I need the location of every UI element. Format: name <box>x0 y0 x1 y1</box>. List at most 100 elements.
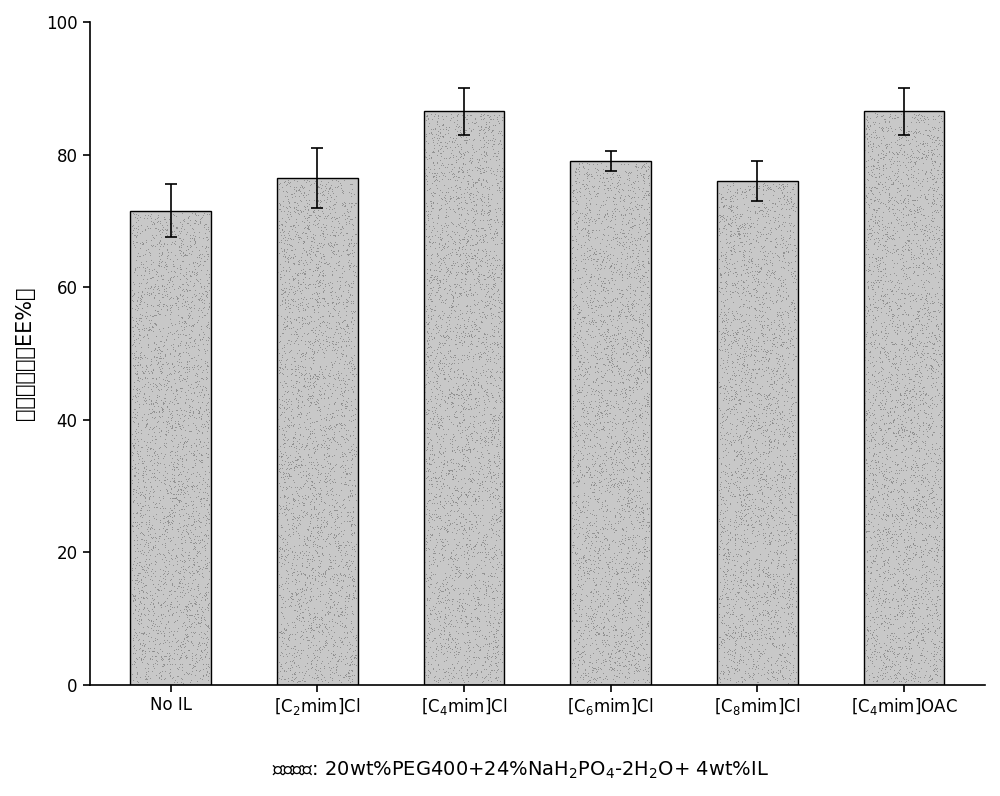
Point <box>630 545 646 558</box>
Point <box>603 521 619 534</box>
Point <box>865 431 881 443</box>
Point <box>140 282 156 295</box>
Point <box>878 509 894 522</box>
Point <box>716 298 732 311</box>
Point <box>439 228 455 241</box>
Point <box>894 505 910 517</box>
Point <box>173 236 189 249</box>
Point <box>134 413 150 426</box>
Point <box>423 197 439 209</box>
Point <box>440 661 456 674</box>
Point <box>736 354 752 367</box>
Point <box>717 333 733 345</box>
Point <box>151 529 167 542</box>
Point <box>165 628 181 641</box>
Point <box>334 267 350 279</box>
Point <box>630 560 646 573</box>
Point <box>459 669 475 681</box>
Point <box>597 284 613 297</box>
Point <box>593 285 609 298</box>
Point <box>567 251 583 263</box>
Point <box>874 433 890 446</box>
Point <box>327 338 343 350</box>
Point <box>140 498 156 511</box>
Point <box>421 581 437 594</box>
Point <box>427 470 443 483</box>
Point <box>297 271 313 283</box>
Point <box>640 447 656 459</box>
Point <box>914 596 930 609</box>
Point <box>750 344 766 357</box>
Point <box>468 465 484 478</box>
Point <box>273 470 289 483</box>
Point <box>490 353 506 365</box>
Point <box>468 181 484 194</box>
Point <box>597 640 613 653</box>
Point <box>926 183 942 196</box>
Point <box>903 326 919 338</box>
Point <box>769 451 785 463</box>
Point <box>593 405 609 418</box>
Point <box>463 109 479 122</box>
Point <box>301 244 317 256</box>
Point <box>641 459 657 472</box>
Point <box>719 292 735 305</box>
Point <box>580 181 596 194</box>
Point <box>451 463 467 476</box>
Point <box>907 193 923 206</box>
Point <box>313 613 329 626</box>
Point <box>765 390 781 403</box>
Point <box>274 245 290 258</box>
Point <box>304 622 320 635</box>
Point <box>467 383 483 396</box>
Point <box>432 498 448 510</box>
Point <box>285 298 301 311</box>
Point <box>875 666 891 679</box>
Point <box>568 342 584 355</box>
Point <box>768 323 784 336</box>
Point <box>605 310 621 322</box>
Point <box>133 583 149 596</box>
Point <box>340 434 356 447</box>
Point <box>925 190 941 203</box>
Point <box>429 343 445 356</box>
Point <box>463 288 479 301</box>
Point <box>436 337 452 349</box>
Point <box>738 574 754 587</box>
Point <box>341 327 357 340</box>
Point <box>279 238 295 251</box>
Point <box>316 293 332 306</box>
Point <box>565 509 581 521</box>
Point <box>433 624 449 637</box>
Point <box>436 654 452 667</box>
Point <box>734 453 750 466</box>
Point <box>876 505 892 518</box>
Point <box>777 215 793 228</box>
Point <box>311 642 327 655</box>
Point <box>729 255 745 267</box>
Point <box>158 577 174 590</box>
Point <box>582 466 598 478</box>
Point <box>632 662 648 675</box>
Point <box>622 287 638 299</box>
Point <box>863 338 879 351</box>
Point <box>890 283 906 295</box>
Point <box>912 184 928 197</box>
Point <box>124 564 140 576</box>
Point <box>188 380 204 393</box>
Point <box>472 213 488 226</box>
Point <box>332 437 348 450</box>
Point <box>478 528 494 540</box>
Point <box>871 662 887 675</box>
Point <box>449 482 465 494</box>
Point <box>617 416 633 428</box>
Point <box>740 431 756 444</box>
Point <box>888 553 904 566</box>
Point <box>923 392 939 404</box>
Point <box>329 640 345 653</box>
Point <box>733 608 749 621</box>
Point <box>860 140 876 153</box>
Point <box>447 180 463 193</box>
Point <box>430 282 446 295</box>
Point <box>302 471 318 484</box>
